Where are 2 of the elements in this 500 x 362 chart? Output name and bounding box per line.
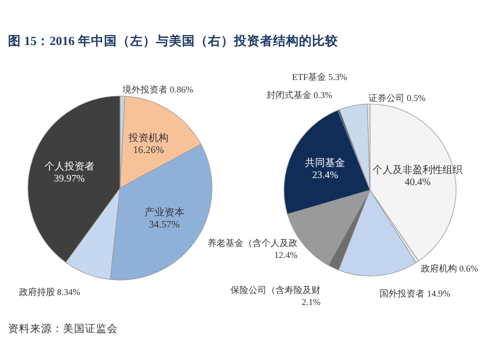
chart-title: 图 15：2016 年中国（左）与美国（右）投资者结构的比较 <box>8 33 339 48</box>
text: 资料来源：美国证监会 <box>8 322 118 335</box>
